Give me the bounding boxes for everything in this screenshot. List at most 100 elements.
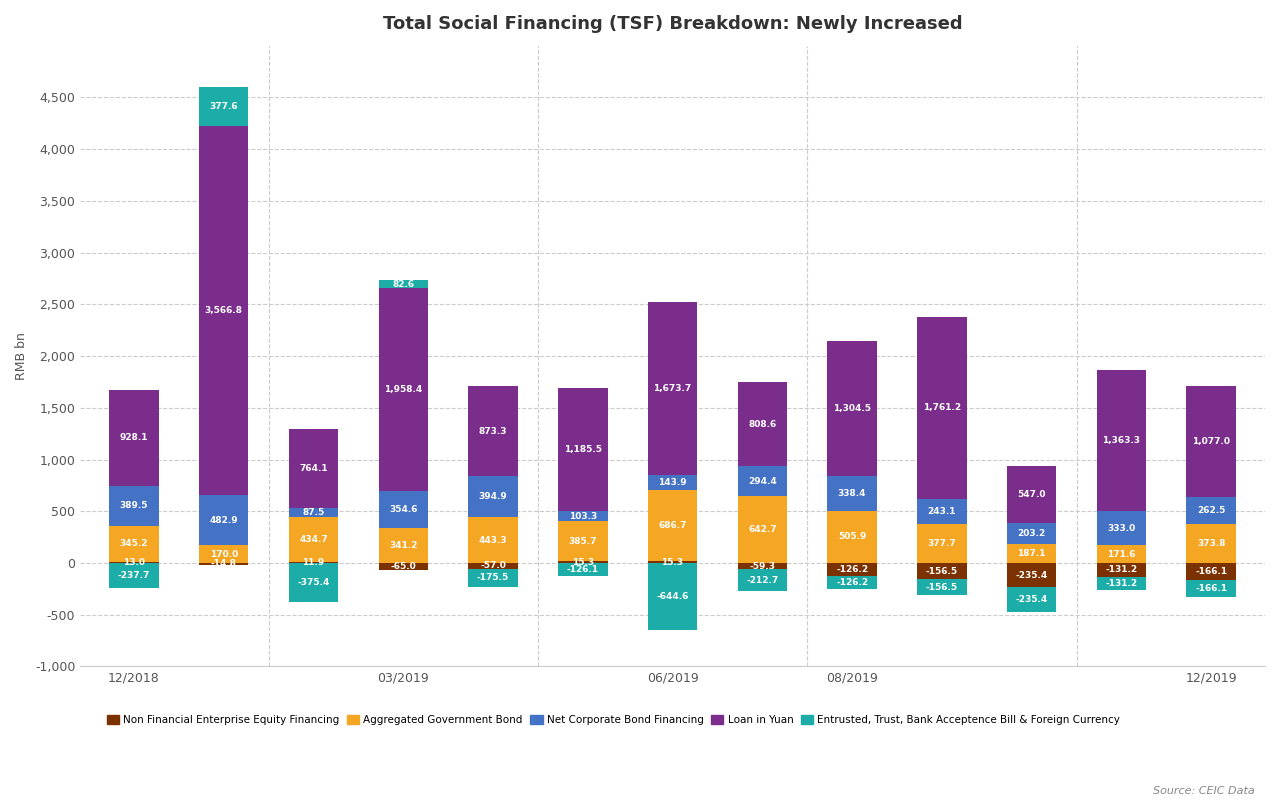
Text: 389.5: 389.5 (120, 502, 148, 510)
Bar (200, 546, 248, 563)
Bar (468, 476, 517, 517)
Bar (379, 491, 428, 528)
Text: 143.9: 143.9 (658, 478, 687, 487)
Bar (379, 528, 428, 563)
Text: -212.7: -212.7 (746, 576, 778, 585)
Text: -175.5: -175.5 (477, 574, 509, 582)
Bar (1187, 524, 1235, 563)
Bar (737, 569, 787, 591)
Bar (648, 475, 698, 490)
Text: 1,363.3: 1,363.3 (1102, 436, 1140, 445)
Text: -375.4: -375.4 (297, 578, 330, 587)
Text: -156.5: -156.5 (925, 582, 957, 592)
Text: 505.9: 505.9 (838, 532, 867, 542)
Bar (200, 495, 248, 546)
Bar (1187, 386, 1235, 497)
Text: 171.6: 171.6 (1107, 550, 1135, 558)
Bar (109, 563, 159, 587)
Bar (1097, 563, 1146, 577)
Bar (289, 429, 338, 508)
Legend: Non Financial Enterprise Equity Financing, Aggregated Government Bond, Net Corpo: Non Financial Enterprise Equity Financin… (102, 711, 1124, 730)
Bar (558, 562, 608, 563)
Bar (468, 517, 517, 563)
Text: 873.3: 873.3 (479, 426, 507, 435)
Bar (558, 511, 608, 522)
Bar (1097, 370, 1146, 510)
Text: -235.4: -235.4 (1015, 570, 1048, 580)
Bar (289, 517, 338, 562)
Text: 443.3: 443.3 (479, 535, 507, 545)
Bar (918, 317, 966, 498)
Text: 338.4: 338.4 (838, 489, 867, 498)
Text: 262.5: 262.5 (1197, 506, 1225, 515)
Title: Total Social Financing (TSF) Breakdown: Newly Increased: Total Social Financing (TSF) Breakdown: … (383, 15, 963, 33)
Text: 13.0: 13.0 (123, 558, 145, 567)
Bar (737, 382, 787, 466)
Bar (109, 486, 159, 526)
Text: 808.6: 808.6 (749, 420, 777, 429)
Bar (827, 576, 877, 589)
Text: -57.0: -57.0 (480, 562, 506, 570)
Bar (289, 508, 338, 517)
Text: -166.1: -166.1 (1196, 584, 1228, 594)
Text: -126.1: -126.1 (567, 565, 599, 574)
Text: -166.1: -166.1 (1196, 567, 1228, 576)
Bar (1007, 563, 1056, 587)
Text: Source: CEIC Data: Source: CEIC Data (1153, 786, 1254, 796)
Bar (827, 563, 877, 576)
Text: 377.6: 377.6 (210, 102, 238, 111)
Bar (1007, 587, 1056, 612)
Bar (648, 302, 698, 475)
Bar (918, 524, 966, 563)
Text: 385.7: 385.7 (568, 537, 596, 546)
Text: -65.0: -65.0 (390, 562, 416, 571)
Bar (468, 563, 517, 569)
Bar (737, 563, 787, 569)
Y-axis label: RMB bn: RMB bn (15, 332, 28, 380)
Text: 3,566.8: 3,566.8 (205, 306, 243, 315)
Text: 1,958.4: 1,958.4 (384, 385, 422, 394)
Bar (558, 563, 608, 576)
Text: -59.3: -59.3 (749, 562, 776, 570)
Text: 203.2: 203.2 (1018, 529, 1046, 538)
Text: 1,077.0: 1,077.0 (1192, 437, 1230, 446)
Text: 15.3: 15.3 (662, 558, 684, 566)
Text: -126.2: -126.2 (836, 565, 868, 574)
Text: 243.1: 243.1 (928, 507, 956, 516)
Bar (1187, 563, 1235, 580)
Text: 345.2: 345.2 (120, 539, 148, 548)
Text: -235.4: -235.4 (1015, 595, 1048, 604)
Bar (200, 563, 248, 565)
Text: 187.1: 187.1 (1018, 549, 1046, 558)
Bar (827, 510, 877, 563)
Text: 373.8: 373.8 (1197, 539, 1225, 548)
Bar (918, 563, 966, 579)
Bar (379, 280, 428, 288)
Bar (648, 563, 698, 630)
Text: 686.7: 686.7 (658, 522, 687, 530)
Text: 1,673.7: 1,673.7 (654, 384, 691, 394)
Text: -644.6: -644.6 (657, 592, 689, 601)
Text: -156.5: -156.5 (925, 566, 957, 575)
Text: 170.0: 170.0 (210, 550, 238, 558)
Text: 394.9: 394.9 (479, 492, 507, 501)
Bar (1187, 497, 1235, 524)
Text: -14.8: -14.8 (211, 559, 237, 568)
Bar (289, 562, 338, 563)
Bar (1007, 522, 1056, 544)
Text: 15.3: 15.3 (572, 558, 594, 566)
Text: 434.7: 434.7 (300, 534, 328, 544)
Bar (109, 526, 159, 562)
Text: 87.5: 87.5 (302, 508, 325, 517)
Bar (1097, 510, 1146, 546)
Bar (109, 390, 159, 486)
Bar (1097, 577, 1146, 590)
Text: 294.4: 294.4 (748, 477, 777, 486)
Text: 764.1: 764.1 (300, 464, 328, 473)
Bar (109, 562, 159, 563)
Bar (1007, 544, 1056, 563)
Bar (648, 562, 698, 563)
Text: 642.7: 642.7 (748, 526, 777, 534)
Bar (648, 490, 698, 562)
Text: 1,304.5: 1,304.5 (833, 404, 872, 413)
